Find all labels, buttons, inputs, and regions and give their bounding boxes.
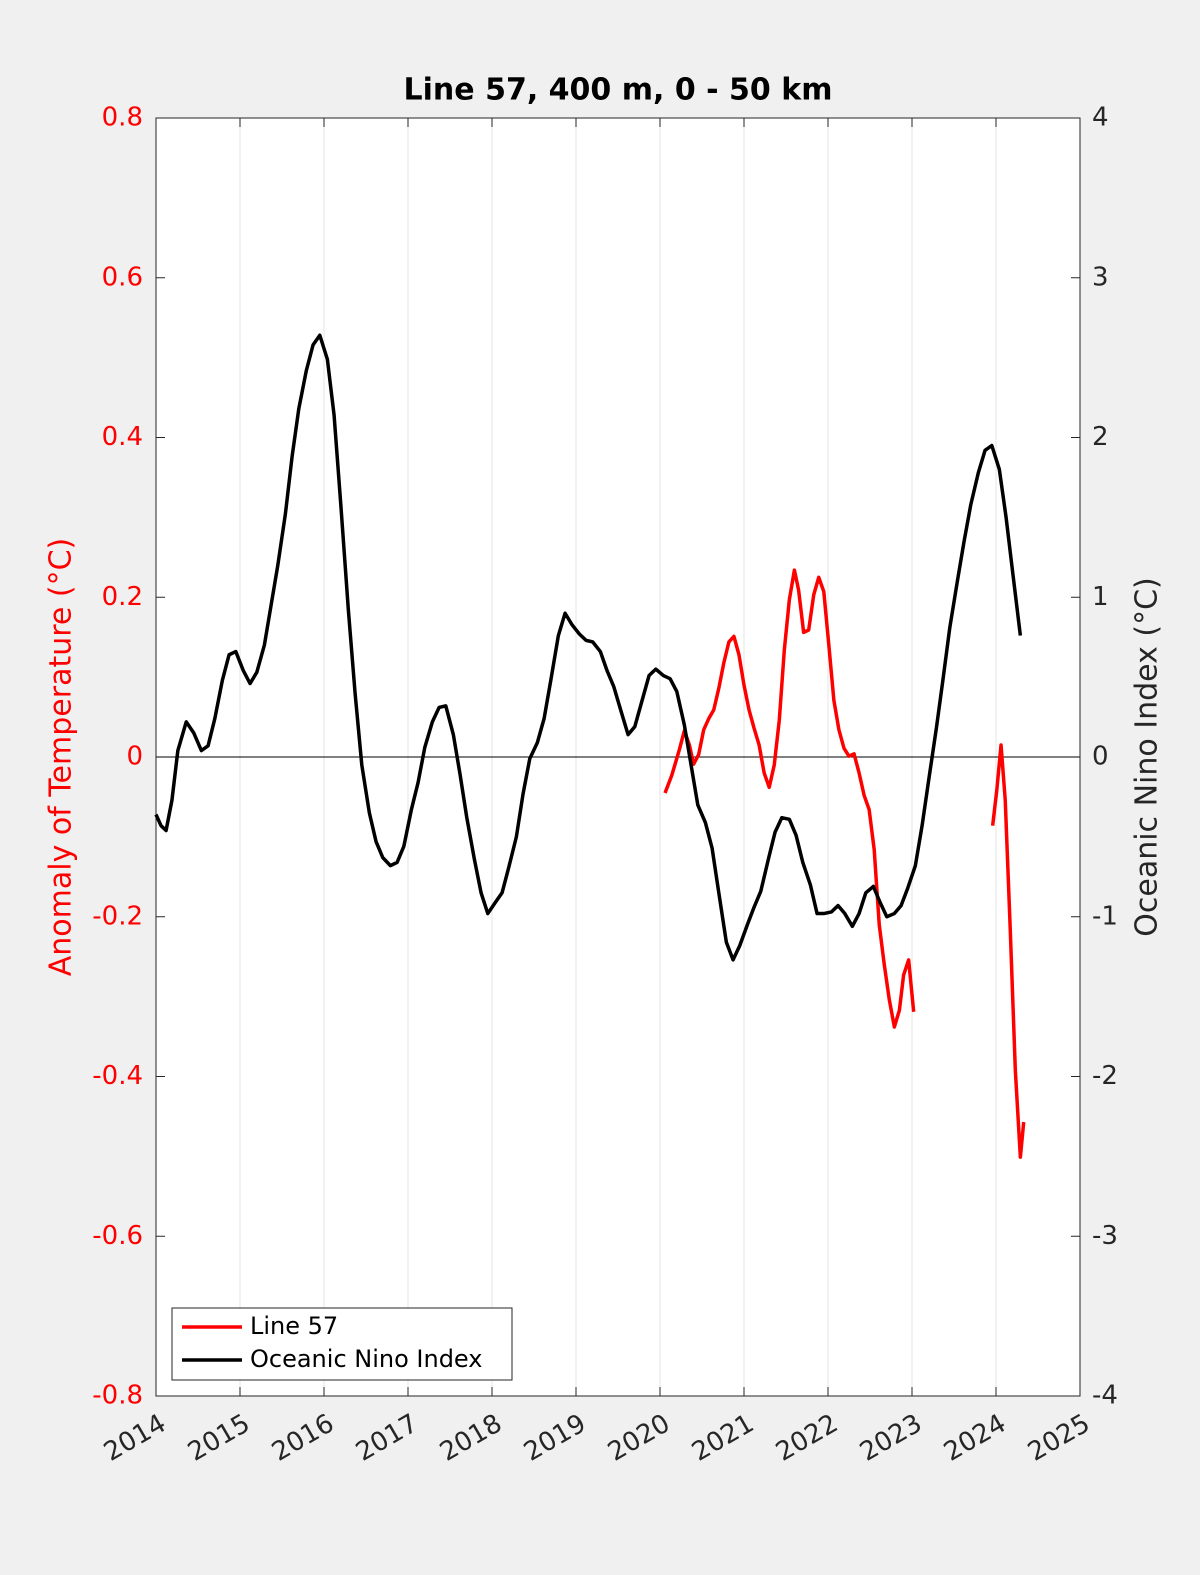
line-series: [663, 568, 1026, 1159]
y2-tick-label: 1: [1092, 582, 1109, 612]
y2-tick-label: 2: [1092, 422, 1109, 452]
y2-tick-label: -1: [1092, 901, 1118, 931]
y-tick-label: -0.6: [92, 1221, 143, 1251]
y-tick-label: 0.6: [102, 262, 143, 292]
y-tick-label: 0: [126, 742, 143, 772]
y2-tick-label: 3: [1092, 262, 1109, 292]
y2-tick-label: -4: [1092, 1381, 1118, 1411]
chart-title: Line 57, 400 m, 0 - 50 km: [404, 73, 833, 108]
y-tick-label: 0.8: [102, 103, 143, 133]
legend-label: Line 57: [250, 1312, 338, 1340]
y2-axis-label: Oceanic Nino Index (°C): [1130, 577, 1165, 937]
y-axis-label: Anomaly of Temperature (°C): [44, 538, 79, 977]
legend-box: [171, 1307, 513, 1381]
y2-tick-label: -3: [1092, 1221, 1118, 1251]
y-tick-label: 0.2: [102, 582, 143, 612]
y2-tick-label: 0: [1092, 742, 1109, 772]
y-tick-label: 0.4: [102, 422, 143, 452]
y-tick-label: -0.2: [92, 901, 143, 931]
plot-frame: [155, 117, 1081, 1397]
y-tick-label: -0.4: [92, 1061, 143, 1091]
y2-tick-label: 4: [1092, 103, 1109, 133]
y-tick-label: -0.8: [92, 1381, 143, 1411]
y2-tick-label: -2: [1092, 1061, 1118, 1091]
legend-label: Oceanic Nino Index: [250, 1345, 482, 1373]
line-series: [154, 333, 1023, 962]
